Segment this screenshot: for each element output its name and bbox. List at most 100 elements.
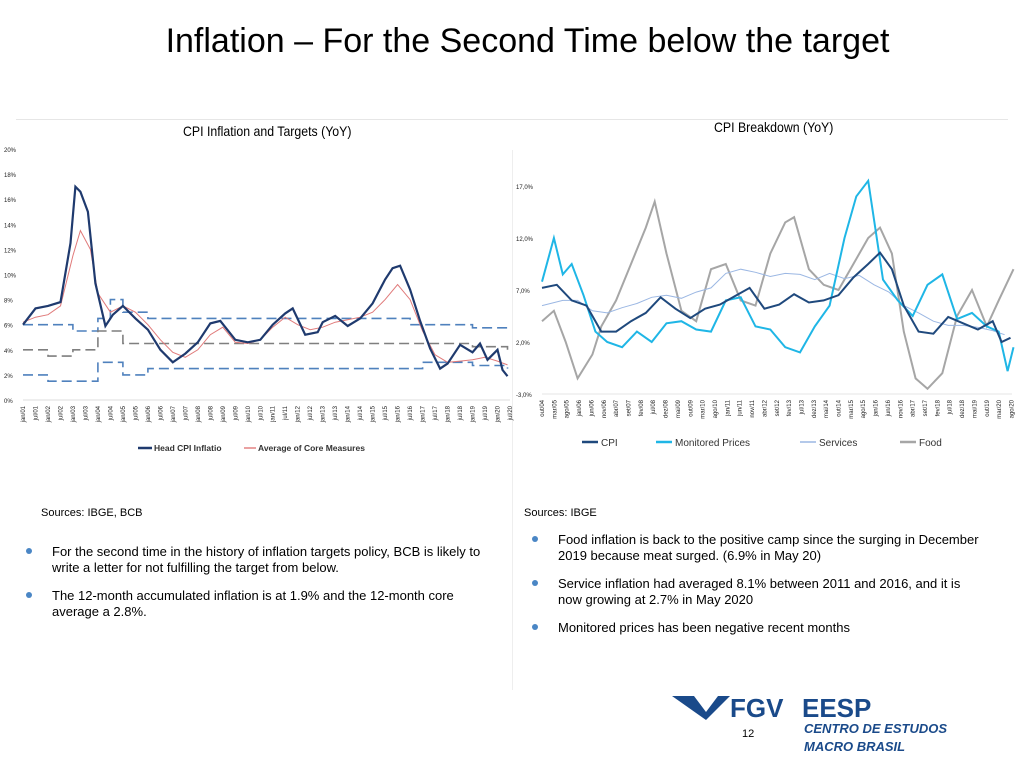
cpi-series-line	[541, 251, 1011, 344]
right-source: Sources: IBGE	[524, 507, 597, 519]
x-tick-label: nov/11	[750, 399, 756, 417]
y-tick-label: -3,0%	[516, 393, 532, 399]
logo-fgv: FGV	[730, 693, 784, 723]
target-center-line	[23, 330, 509, 357]
cpi-breakdown-chart: -3,0% 2,0% 7,0% 12,0% 17,0% out/04 mar/05 ago/0…	[516, 178, 1016, 449]
right-chart-title: CPI Breakdown (YoY)	[714, 119, 834, 135]
core-average-line	[22, 229, 508, 366]
x-tick-label: jan/04	[96, 405, 102, 423]
legend-label-services: Services	[819, 438, 857, 449]
food-series-line	[541, 197, 1015, 391]
x-tick-label: mai/19	[972, 399, 978, 418]
list-item: For the second time in the history of in…	[26, 544, 496, 576]
x-tick-label: jul/06	[158, 405, 164, 421]
x-tick-label: ago/20	[1010, 399, 1016, 418]
bullet-text: Service inflation had averaged 8.1% betw…	[558, 576, 961, 607]
x-tick-label: jul/17	[433, 405, 439, 421]
x-tick-label: fev/13	[787, 399, 793, 416]
page-number: 12	[742, 728, 755, 740]
x-tick-label: jan/19	[471, 405, 477, 423]
services-series-line	[541, 268, 1005, 336]
x-tick-label: jan/20	[496, 405, 502, 423]
x-tick-label: abr/12	[762, 399, 768, 417]
y-tick-label: 0%	[4, 399, 13, 405]
x-tick-label: dez/13	[812, 399, 818, 418]
y-tick-label: 4%	[4, 349, 13, 355]
x-tick-label: fev/08	[639, 399, 645, 416]
x-tick-label: jul/09	[233, 405, 239, 421]
target-upper-line	[23, 298, 509, 332]
x-tick-label: jul/04	[108, 405, 114, 421]
target-lower-line	[23, 361, 509, 382]
x-tick-label: jun/16	[886, 399, 892, 417]
x-tick-label: jul/13	[333, 405, 339, 421]
x-tick-label: jul/08	[208, 405, 214, 421]
x-tick-label: jul/03	[83, 405, 89, 421]
legend-label-food: Food	[919, 438, 942, 449]
x-tick-label: nov/16	[898, 399, 904, 418]
x-tick-label: jul/08	[651, 399, 657, 415]
x-tick-label: ago/05	[565, 399, 571, 418]
bullet-icon	[26, 548, 32, 554]
x-tick-label: jul/14	[358, 405, 364, 421]
x-tick-label: ago/15	[861, 399, 867, 418]
x-tick-label: set/17	[923, 399, 929, 416]
x-tick-label: out/04	[540, 399, 546, 416]
column-divider	[512, 150, 513, 690]
x-tick-label: jan/18	[446, 405, 452, 423]
x-tick-label: jan/11	[271, 405, 277, 423]
left-source: Sources: IBGE, BCB	[41, 507, 143, 519]
x-tick-label: jan/07	[171, 405, 177, 423]
x-tick-label: jul/16	[408, 405, 414, 421]
fgv-eesp-logo: FGV EESP CENTRO DE ESTUDOS MACRO BRASIL	[672, 693, 947, 754]
x-tick-label: mar/10	[701, 399, 707, 418]
x-tick-label: jan/12	[296, 405, 302, 423]
x-tick-label: jan/17	[421, 405, 427, 423]
bullet-text: The 12-month accumulated inflation is at…	[52, 588, 454, 619]
slide-title: Inflation – For the Second Time below th…	[165, 22, 890, 60]
x-tick-label: mar/15	[849, 399, 855, 418]
x-tick-label: abr/17	[911, 399, 917, 417]
x-tick-label: jan/08	[196, 405, 202, 423]
y-tick-label: 20%	[4, 148, 17, 154]
list-item: Service inflation had averaged 8.1% betw…	[532, 576, 982, 608]
x-tick-label: dez/18	[960, 399, 966, 418]
list-item: The 12-month accumulated inflation is at…	[26, 588, 496, 620]
y-tick-label: 2,0%	[516, 341, 530, 347]
x-tick-label: out/09	[688, 399, 694, 416]
x-tick-label: jan/03	[71, 405, 77, 423]
x-tick-label: jul/19	[483, 405, 489, 421]
x-tick-label: jul/11	[283, 405, 289, 421]
x-tick-label: jul/18	[948, 399, 954, 415]
x-tick-label: mar/05	[552, 399, 558, 418]
x-tick-label: jan/06	[146, 405, 152, 423]
list-item: Food inflation is back to the positive c…	[532, 532, 982, 564]
y-tick-label: 12,0%	[516, 237, 534, 243]
header-divider	[16, 119, 1008, 120]
x-tick-label: jul/07	[183, 405, 189, 421]
bullet-text: For the second time in the history of in…	[52, 544, 481, 575]
cpi-targets-chart: 0% 2% 4% 6% 8% 10% 12% 14% 16% 18% 20% jan/01 jul/01…	[4, 148, 514, 453]
x-tick-label: mai/09	[676, 399, 682, 418]
x-tick-label: nov/06	[602, 399, 608, 418]
y-tick-label: 8%	[4, 299, 13, 305]
x-tick-label: jan/01	[21, 405, 27, 423]
monitored-series-line	[541, 178, 1015, 372]
x-tick-label: fev/18	[935, 399, 941, 416]
x-tick-label: jan/15	[371, 405, 377, 423]
x-tick-label: jul/15	[383, 405, 389, 421]
y-tick-label: 7,0%	[516, 289, 530, 295]
y-tick-label: 10%	[4, 274, 17, 280]
x-tick-label: jul/20	[508, 405, 514, 421]
y-tick-label: 18%	[4, 173, 17, 179]
y-tick-label: 17,0%	[516, 185, 534, 191]
fgv-chevron-icon	[672, 696, 730, 720]
legend-label-core: Average of Core Measures	[258, 443, 365, 453]
x-tick-label: mai/14	[824, 399, 830, 418]
bullet-text: Monitored prices has been negative recen…	[558, 620, 850, 635]
left-chart-title: CPI Inflation and Targets (YoY)	[183, 123, 352, 139]
x-tick-label: jul/12	[308, 405, 314, 421]
x-tick-label: jan/14	[346, 405, 352, 423]
logo-line1: CENTRO DE ESTUDOS	[804, 721, 947, 736]
x-tick-label: jan/05	[121, 405, 127, 423]
